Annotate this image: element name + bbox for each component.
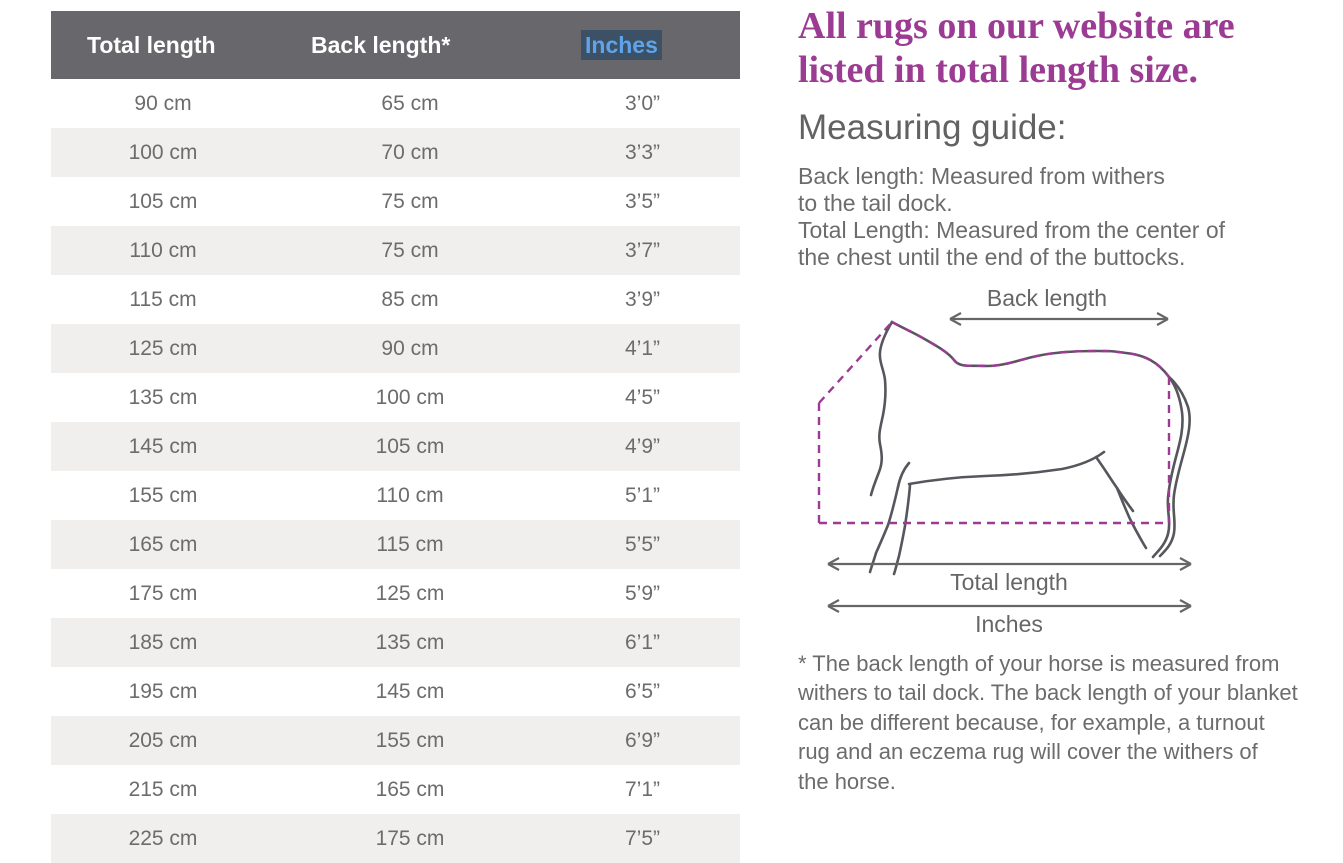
svg-text:Total length: Total length: [950, 569, 1068, 595]
svg-text:Back length: Back length: [987, 285, 1107, 311]
svg-text:Inches: Inches: [975, 611, 1043, 637]
